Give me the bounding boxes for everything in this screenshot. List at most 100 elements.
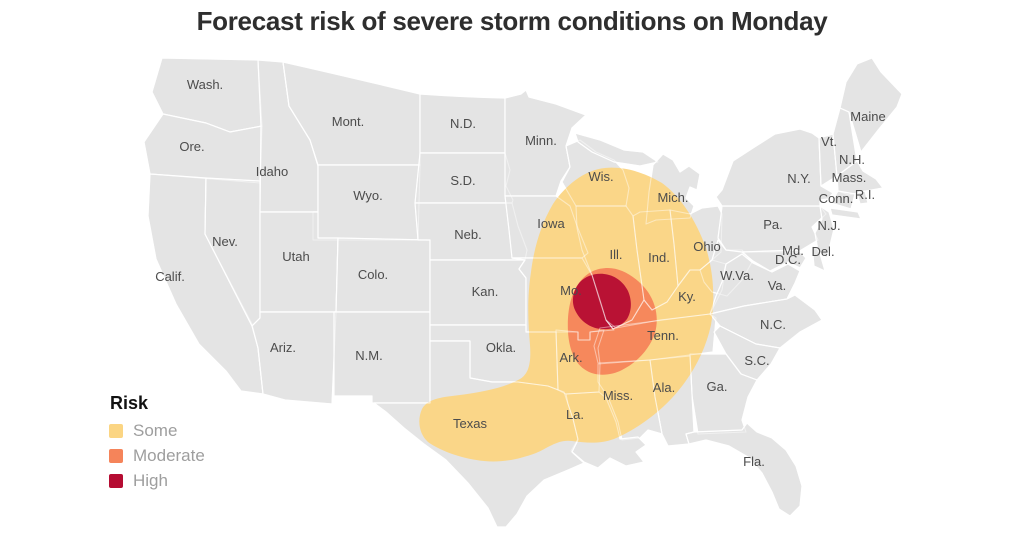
state-border-sd xyxy=(414,152,514,204)
state-border-colo xyxy=(335,237,431,313)
state-label-texas: Texas xyxy=(453,416,487,431)
state-label-pa: Pa. xyxy=(763,217,783,232)
legend-label-high: High xyxy=(133,471,168,490)
state-border-mo xyxy=(511,257,615,341)
legend-swatch-some xyxy=(109,423,123,438)
state-borders-overlay xyxy=(143,57,903,528)
state-border-miss xyxy=(597,359,663,441)
state-border-ny xyxy=(715,128,834,207)
state-label-ariz: Ariz. xyxy=(270,340,296,355)
state-border-nj xyxy=(814,205,835,259)
state-shape-ny xyxy=(715,128,834,207)
state-border-ill xyxy=(575,205,645,330)
state-border-wash xyxy=(151,57,263,133)
legend: Risk Some Moderate High xyxy=(109,393,205,497)
state-label-mich: Mich. xyxy=(657,190,688,205)
state-border-nd xyxy=(419,93,506,154)
legend-item-moderate: Moderate xyxy=(109,447,205,464)
state-label-ga: Ga. xyxy=(707,379,728,394)
state-border-ore xyxy=(143,113,263,184)
state-label-la: La. xyxy=(566,407,584,422)
state-border-mich_up xyxy=(574,132,659,167)
state-border-kan xyxy=(429,259,527,326)
state-label-va: Va. xyxy=(768,278,787,293)
state-label-sc: S.C. xyxy=(744,353,769,368)
state-border-vt xyxy=(818,133,838,187)
state-label-del: Del. xyxy=(811,244,834,259)
state-label-fla: Fla. xyxy=(743,454,765,469)
state-border-long_island xyxy=(829,207,862,220)
state-label-nc: N.C. xyxy=(760,317,786,332)
state-border-maine xyxy=(839,57,903,153)
state-shape-de xyxy=(811,244,826,272)
state-border-ariz xyxy=(251,311,337,405)
state-border-de xyxy=(811,244,826,272)
state-shape-long_island xyxy=(829,207,862,220)
legend-item-some: Some xyxy=(109,422,205,439)
state-shape-ariz xyxy=(251,311,337,405)
state-border-okla xyxy=(429,324,559,391)
state-label-ri: R.I. xyxy=(855,187,875,202)
state-label-mass: Mass. xyxy=(832,170,867,185)
state-label-nd: N.D. xyxy=(450,116,476,131)
state-border-va xyxy=(709,253,801,315)
risk-zone-some xyxy=(419,167,714,462)
state-label-conn: Conn. xyxy=(819,191,854,206)
state-label-miss: Miss. xyxy=(603,388,633,403)
state-label-colo: Colo. xyxy=(358,267,388,282)
state-label-ala: Ala. xyxy=(653,380,675,395)
state-border-ga xyxy=(689,353,758,435)
state-border-idaho xyxy=(257,59,319,213)
state-border-pa xyxy=(717,205,827,253)
state-border-iowa xyxy=(504,195,589,259)
state-labels-layer: Wash. Ore. Calif. Nev. Idaho Mont. Wyo. Utah Col… xyxy=(155,77,886,469)
state-label-wis: Wis. xyxy=(588,169,613,184)
state-border-la xyxy=(565,391,647,469)
state-label-ark: Ark. xyxy=(559,350,582,365)
state-border-nev xyxy=(204,177,261,327)
state-shape-ri xyxy=(856,190,869,205)
state-border-mont xyxy=(282,61,421,166)
state-shape-conn xyxy=(830,190,856,210)
legend-label-some: Some xyxy=(133,421,178,440)
state-label-md: Md. xyxy=(782,243,804,258)
state-shape-md xyxy=(741,249,807,272)
state-label-ohio: Ohio xyxy=(693,239,720,254)
state-border-ri xyxy=(856,190,869,205)
state-border-wyo xyxy=(312,164,421,241)
state-border-neb xyxy=(414,202,528,261)
state-border-sc xyxy=(713,325,781,381)
state-label-wyo: Wyo. xyxy=(353,188,383,203)
state-border-ark xyxy=(555,329,605,395)
state-border-wva xyxy=(699,239,753,297)
state-label-minn: Minn. xyxy=(525,133,557,148)
state-shape-ga xyxy=(689,353,758,435)
state-border-conn xyxy=(830,190,856,210)
state-label-wash: Wash. xyxy=(187,77,223,92)
state-label-utah: Utah xyxy=(282,249,309,264)
state-label-kan: Kan. xyxy=(472,284,499,299)
state-border-mich xyxy=(645,153,701,225)
state-label-ny: N.Y. xyxy=(787,171,811,186)
state-border-ky xyxy=(605,259,727,330)
state-border-nm xyxy=(333,311,431,404)
state-label-wva: W.Va. xyxy=(720,268,754,283)
state-border-md xyxy=(741,249,807,272)
state-border-minn xyxy=(504,89,587,197)
legend-rows: Some Moderate High xyxy=(109,422,205,489)
state-shape-fla xyxy=(685,422,803,517)
state-label-vt: Vt. xyxy=(821,134,837,149)
state-label-tenn: Tenn. xyxy=(647,328,679,343)
state-border-mass xyxy=(836,160,884,196)
state-label-ind: Ind. xyxy=(648,250,670,265)
state-border-wis xyxy=(561,139,630,207)
risk-zones-layer xyxy=(419,167,714,462)
legend-swatch-moderate xyxy=(109,448,123,463)
state-label-dc: D.C. xyxy=(775,252,801,267)
state-label-ky: Ky. xyxy=(678,289,696,304)
page-title: Forecast risk of severe storm conditions… xyxy=(196,6,828,36)
state-border-ala xyxy=(649,355,695,447)
state-label-mo: Mo. xyxy=(560,283,582,298)
legend-label-moderate: Moderate xyxy=(133,446,205,465)
